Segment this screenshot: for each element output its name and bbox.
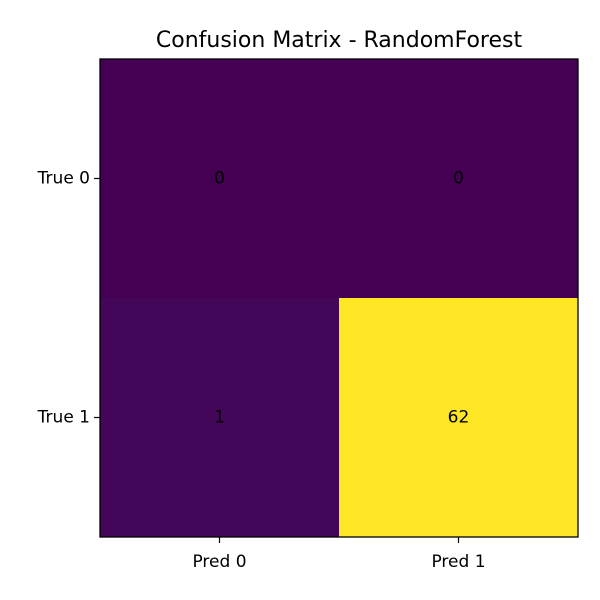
- chart-title: Confusion Matrix - RandomForest: [156, 28, 523, 53]
- heatmap-cell-r1-c0: [100, 298, 340, 538]
- heatmap-cell-r0-c1: [339, 59, 579, 299]
- y-tick-label: True 0: [37, 169, 90, 189]
- x-tick-label: Pred 0: [192, 552, 246, 572]
- cell-value-label-r1-c0: 1: [214, 408, 225, 428]
- cell-value-label-r0-c1: 0: [453, 169, 464, 189]
- cell-value-label-r1-c1: 62: [448, 408, 470, 428]
- x-axis-ticks: Pred 0 Pred 1: [192, 537, 486, 572]
- plot-frame: [99, 58, 579, 538]
- heatmap-cell-labels: 0 0 1 62: [214, 169, 469, 428]
- heatmap-cells: [100, 59, 579, 538]
- cell-value-label-r0-c0: 0: [214, 169, 225, 189]
- y-axis-ticks: True 0 True 1: [37, 169, 100, 428]
- x-tick-label: Pred 1: [431, 552, 485, 572]
- heatmap-cell-r0-c0: [100, 59, 340, 299]
- heatmap-cell-r1-c1: [339, 298, 579, 538]
- y-tick-label: True 1: [37, 408, 90, 428]
